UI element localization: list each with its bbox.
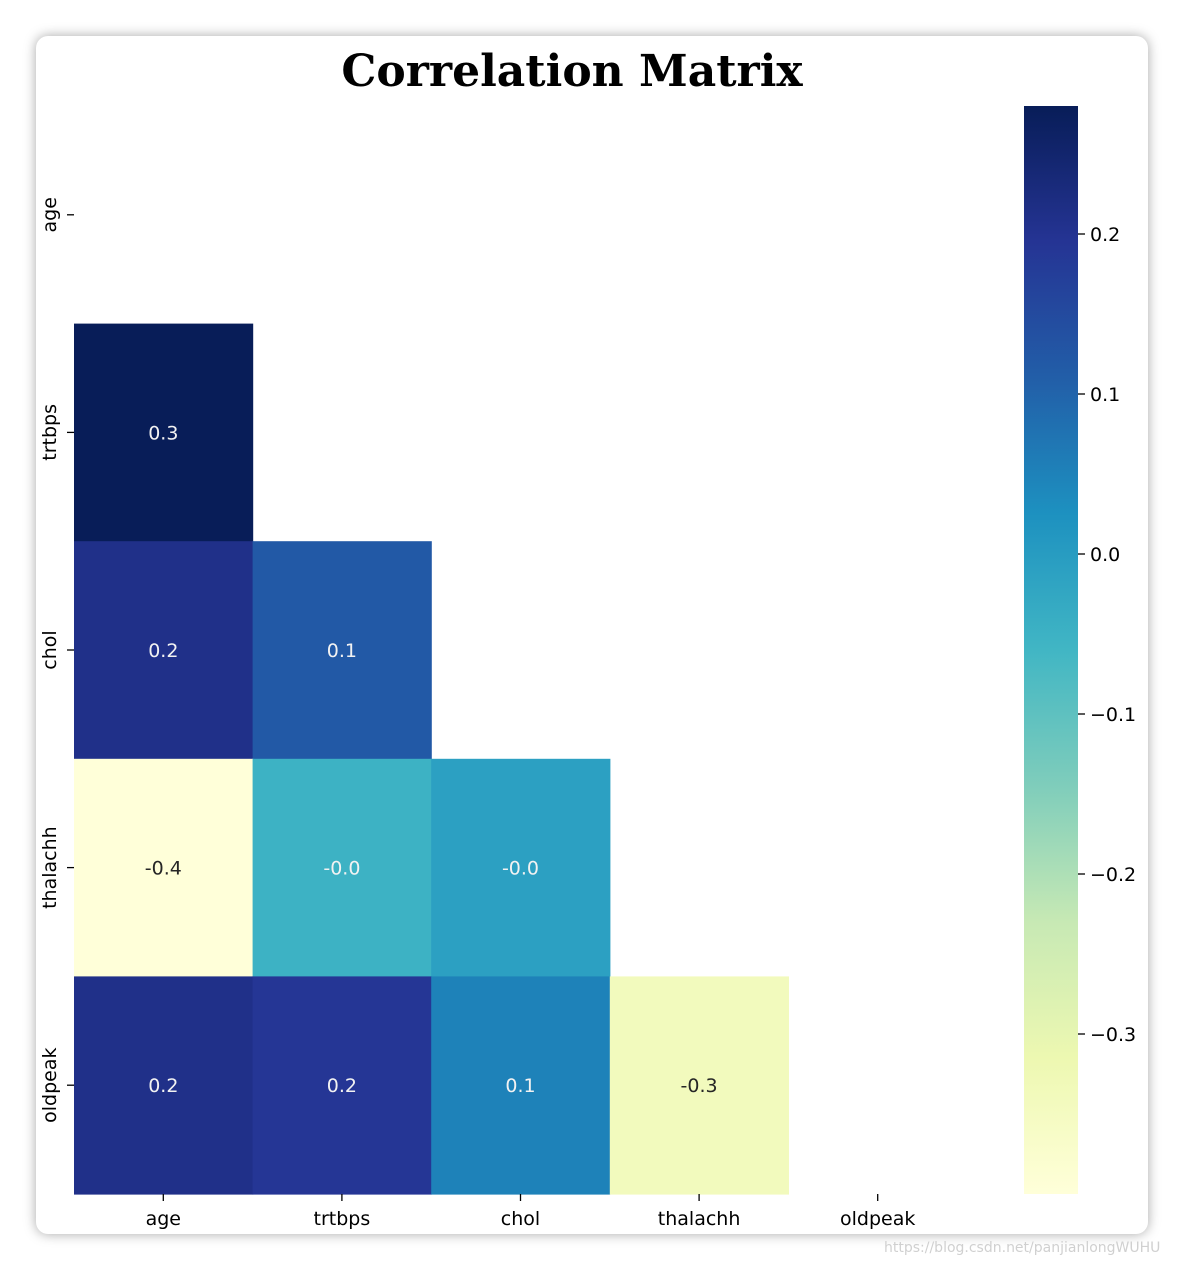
heatmap-cell-label: 0.1 [327, 640, 357, 662]
correlation-heatmap: Correlation Matrix 0.3 0.2 0.1 -0.4 -0.0 -0.0… [39, 46, 1136, 1230]
heatmap-cells [74, 323, 789, 1195]
heatmap-cell [431, 758, 611, 977]
y-tick-label: thalachh [39, 826, 61, 909]
colorbar-tick-label: 0.1 [1090, 384, 1120, 406]
heatmap-cell-label: 0.3 [148, 422, 178, 444]
heatmap-cell-label: 0.2 [148, 640, 178, 662]
y-tick-label: age [39, 197, 61, 232]
colorbar-gradient [1024, 106, 1078, 1194]
y-tick-label: oldpeak [39, 1048, 61, 1123]
heatmap-cell-label: -0.0 [323, 858, 360, 880]
heatmap-cell-labels: 0.3 0.2 0.1 -0.4 -0.0 -0.0 0.2 0.2 0.1 -0.3 [145, 422, 718, 1097]
heatmap-cell [74, 541, 254, 760]
y-axis: age trtbps chol thalachh oldpeak [39, 197, 74, 1123]
colorbar-tick-label: −0.2 [1090, 864, 1136, 886]
colorbar-tick-label: −0.1 [1090, 704, 1136, 726]
x-tick-label: age [146, 1208, 181, 1230]
x-tick-label: oldpeak [840, 1208, 915, 1230]
heatmap-cell [252, 758, 432, 977]
heatmap-cell-label: -0.4 [145, 858, 182, 880]
heatmap-cell-label: 0.2 [327, 1075, 357, 1097]
heatmap-cell [74, 976, 254, 1195]
y-tick-label: trtbps [39, 404, 61, 461]
figure-frame: Correlation Matrix 0.3 0.2 0.1 -0.4 -0.0 -0.0… [36, 36, 1148, 1234]
chart-title: Correlation Matrix [341, 46, 803, 97]
heatmap-cell-label: 0.2 [148, 1075, 178, 1097]
heatmap-cell [252, 976, 432, 1195]
heatmap-cell-label: 0.1 [505, 1075, 535, 1097]
heatmap-cell [74, 323, 254, 542]
watermark-text: https://blog.csdn.net/panjianlongWUHU [884, 1240, 1161, 1256]
x-axis: age trtbps chol thalachh oldpeak [146, 1194, 915, 1230]
heatmap-cell [431, 976, 611, 1195]
heatmap-cell [252, 541, 432, 760]
colorbar-tick-label: 0.2 [1090, 224, 1120, 246]
heatmap-cell [74, 758, 254, 977]
colorbar-tick-label: 0.0 [1090, 544, 1120, 566]
heatmap-cell-label: -0.0 [502, 858, 539, 880]
y-tick-label: chol [39, 630, 61, 669]
heatmap-cell-label: -0.3 [681, 1075, 718, 1097]
x-tick-label: trtbps [314, 1208, 371, 1230]
heatmap-cell [609, 976, 789, 1195]
colorbar: 0.2 0.1 0.0 −0.1 −0.2 −0.3 [1024, 106, 1136, 1194]
x-tick-label: thalachh [658, 1208, 741, 1230]
x-tick-label: chol [501, 1208, 540, 1230]
colorbar-tick-label: −0.3 [1090, 1024, 1136, 1046]
